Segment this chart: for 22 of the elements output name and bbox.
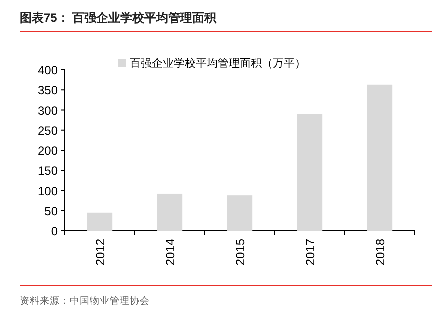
- y-tick-label: 200: [38, 144, 58, 158]
- y-tick-label: 100: [38, 184, 58, 198]
- y-tick-label: 250: [38, 124, 58, 138]
- x-tick-label: 2018: [374, 238, 388, 266]
- y-tick-label: 50: [44, 204, 58, 218]
- y-tick-label: 150: [38, 164, 58, 178]
- text: 资料来源：中国物业管理协会: [20, 295, 150, 307]
- legend-label: 百强企业学校平均管理面积（万平）: [130, 57, 306, 70]
- bar: [227, 196, 253, 231]
- x-tick-label: 2012: [94, 238, 108, 266]
- x-tick-label: 2014: [164, 238, 178, 266]
- bar: [87, 212, 113, 231]
- y-tick-label: 400: [38, 64, 58, 78]
- x-tick-label: 2015: [234, 238, 248, 266]
- x-tick-label: 2017: [304, 238, 318, 266]
- y-tick-label: 350: [38, 84, 58, 98]
- bar: [157, 194, 183, 231]
- bar: [297, 114, 323, 231]
- bar: [367, 84, 393, 231]
- y-tick-label: 300: [38, 104, 58, 118]
- y-tick-label: 0: [51, 224, 58, 238]
- chart-title: 图表75： 百强企业学校平均管理面积: [20, 11, 218, 25]
